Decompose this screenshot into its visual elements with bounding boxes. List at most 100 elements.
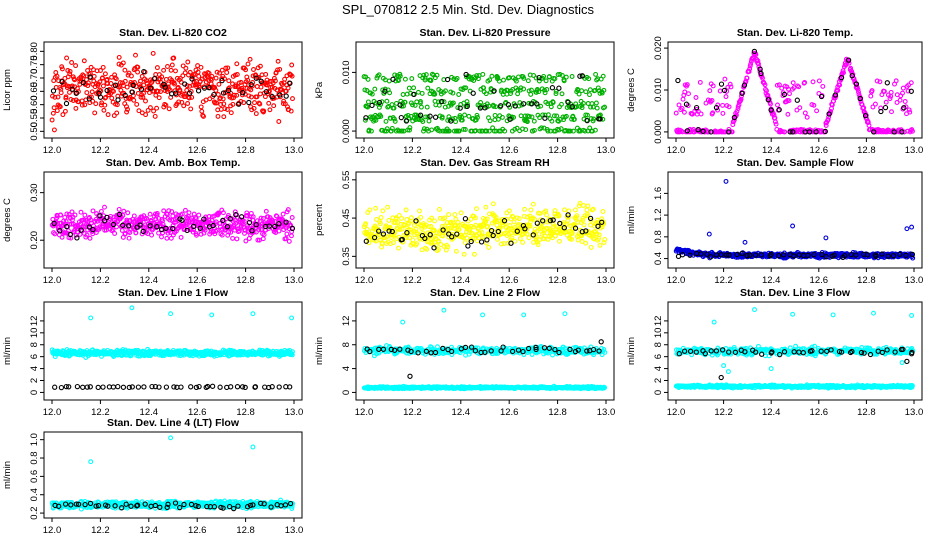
data-point	[781, 252, 787, 258]
data-point	[283, 236, 289, 241]
x-tick-label: 12.8	[548, 145, 567, 156]
x-tick-label: 12.8	[236, 407, 255, 418]
y-tick-label: 8	[29, 342, 40, 347]
data-point	[173, 90, 179, 96]
data-point	[80, 384, 86, 390]
series-all	[361, 71, 608, 134]
data-point	[474, 206, 479, 212]
data-point	[95, 384, 101, 391]
data-point	[399, 215, 404, 221]
data-point	[228, 229, 234, 235]
data-point	[168, 235, 174, 241]
series-outliers	[706, 178, 915, 245]
data-point	[62, 214, 68, 220]
data-point	[717, 88, 723, 94]
data-point	[230, 101, 236, 107]
data-point	[84, 232, 90, 238]
data-point	[263, 208, 269, 214]
data-point	[563, 74, 569, 80]
data-point	[266, 223, 272, 229]
data-point	[813, 129, 819, 135]
series-all	[673, 50, 915, 135]
data-point	[112, 72, 118, 78]
data-point	[506, 208, 512, 214]
data-point	[446, 128, 452, 134]
data-point	[145, 107, 151, 113]
data-point	[239, 384, 246, 390]
data-point	[464, 99, 470, 105]
data-point	[100, 75, 105, 81]
data-point	[511, 219, 517, 225]
data-point	[124, 84, 130, 90]
data-point	[178, 384, 184, 390]
data-point	[741, 82, 748, 88]
data-point	[272, 223, 278, 230]
data-point	[388, 128, 394, 134]
y-tick-label: 0.4	[653, 252, 664, 265]
data-point	[873, 253, 879, 260]
x-tick-label: 12.0	[667, 275, 686, 286]
data-point	[534, 101, 540, 107]
data-point	[517, 236, 523, 242]
data-point	[883, 99, 889, 105]
data-point	[187, 69, 193, 75]
data-point	[147, 211, 153, 217]
y-tick-label: 2	[29, 378, 40, 383]
data-point	[415, 350, 421, 356]
data-point	[557, 71, 563, 77]
data-point	[220, 90, 227, 96]
data-point	[195, 69, 201, 75]
data-point	[147, 85, 154, 91]
data-point	[57, 104, 63, 110]
data-point	[553, 88, 559, 94]
data-point	[894, 100, 900, 105]
data-point	[571, 116, 577, 122]
data-point	[289, 229, 295, 235]
chart-title: Stan. Dev. Amb. Box Temp.	[106, 157, 241, 169]
data-point	[566, 208, 572, 214]
data-point	[722, 76, 728, 82]
data-point	[601, 87, 607, 93]
data-point	[584, 207, 590, 213]
x-tick-label: 12.0	[355, 145, 374, 156]
x-tick-label: 12.6	[188, 145, 207, 156]
data-point	[172, 81, 177, 87]
data-point	[122, 92, 128, 99]
data-point	[74, 383, 81, 390]
data-point	[727, 81, 733, 87]
data-point	[575, 347, 581, 353]
data-point	[698, 251, 704, 257]
data-point	[194, 232, 199, 238]
data-point	[182, 81, 188, 87]
data-point	[484, 237, 490, 243]
data-point	[52, 231, 58, 237]
x-tick-label: 12.8	[548, 275, 567, 286]
data-point	[409, 76, 415, 82]
data-point	[469, 230, 475, 236]
data-point	[726, 129, 732, 135]
x-tick-label: 12.0	[667, 145, 686, 156]
data-point	[418, 99, 423, 104]
data-point	[243, 67, 249, 73]
data-point	[587, 215, 594, 222]
data-point	[199, 76, 205, 82]
data-point	[529, 352, 535, 357]
data-point	[391, 116, 397, 122]
data-point	[581, 222, 587, 228]
series-outliers	[88, 305, 295, 321]
data-point	[58, 384, 65, 391]
data-point	[368, 128, 374, 134]
data-point	[910, 128, 915, 134]
data-point	[402, 76, 408, 82]
data-point	[509, 213, 515, 219]
data-point	[535, 242, 541, 248]
data-point	[862, 113, 869, 119]
data-point	[723, 252, 730, 258]
data-point	[458, 210, 464, 216]
x-tick-label: 12.4	[140, 275, 159, 286]
data-point	[50, 88, 57, 94]
data-point	[133, 52, 138, 58]
data-point	[197, 225, 203, 231]
data-point	[152, 75, 158, 82]
data-point	[505, 240, 511, 246]
